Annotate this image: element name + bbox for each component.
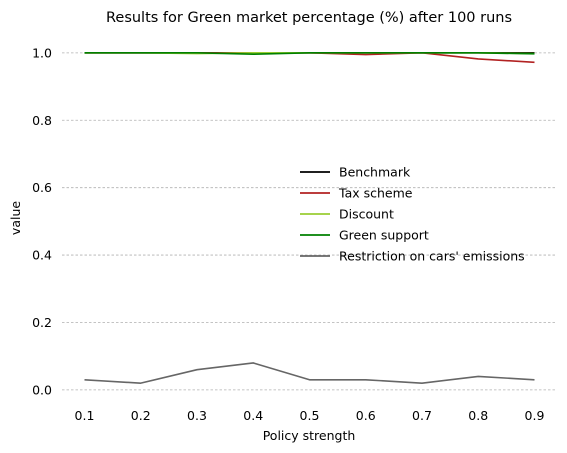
grid-lines [62, 52, 557, 391]
y-tick-label: 1.0 [32, 45, 52, 60]
series-line-4 [84, 362, 535, 384]
legend: Benchmark Tax scheme Discount Green support… [300, 165, 525, 264]
x-tick-label: 0.7 [412, 408, 432, 423]
x-tick-label: 0.8 [468, 408, 488, 423]
legend-label: Green support [339, 228, 429, 243]
y-tick-label: 0.6 [32, 180, 52, 195]
y-axis-label: value [8, 201, 23, 235]
x-tick-label: 0.4 [243, 408, 263, 423]
legend-label: Tax scheme [338, 186, 413, 201]
y-tick-label: 0.4 [32, 248, 52, 263]
legend-label: Restriction on cars' emissions [339, 249, 525, 264]
series-lines [84, 52, 535, 384]
y-tick-label: 0.8 [32, 113, 52, 128]
series-line-3 [84, 52, 535, 56]
y-tick-label: 0.2 [32, 315, 52, 330]
x-tick-label: 0.2 [131, 408, 151, 423]
x-tick-label: 0.5 [300, 408, 320, 423]
y-tick-label: 0.0 [32, 382, 52, 397]
x-axis-label: Policy strength [263, 428, 356, 443]
x-tick-label: 0.3 [187, 408, 207, 423]
chart-title: Results for Green market percentage (%) … [106, 10, 512, 26]
series-line-1 [84, 52, 535, 64]
y-axis-ticks: 0.0 0.2 0.4 0.6 0.8 1.0 [32, 45, 52, 397]
legend-label: Benchmark [339, 165, 411, 180]
x-tick-label: 0.1 [75, 408, 95, 423]
x-tick-label: 0.9 [525, 408, 545, 423]
x-axis-ticks: 0.1 0.2 0.3 0.4 0.5 0.6 0.7 0.8 0.9 [75, 408, 545, 423]
x-tick-label: 0.6 [356, 408, 376, 423]
legend-label: Discount [339, 207, 394, 222]
